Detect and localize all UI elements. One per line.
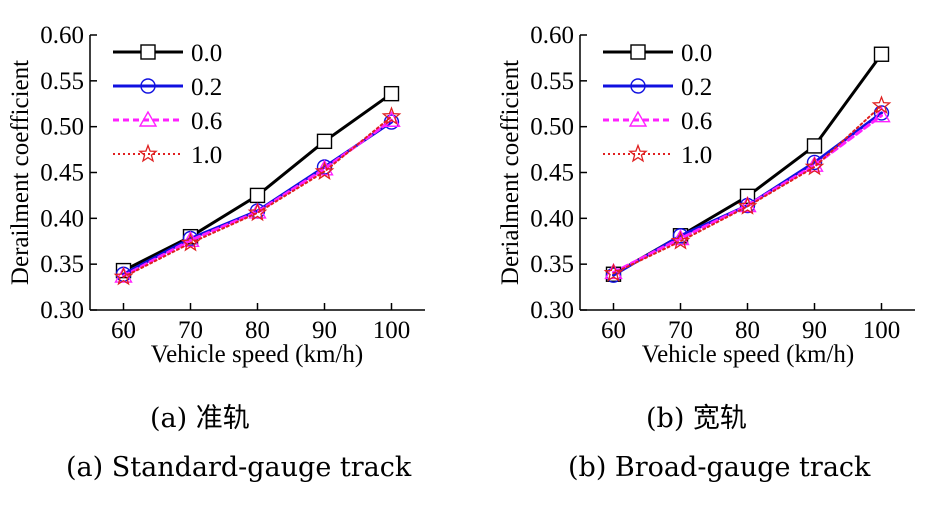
x-tick-label: 80 (735, 317, 760, 344)
data-point-1.0-80 (737, 196, 758, 215)
legend-marker-0.0 (140, 44, 156, 60)
y-tick-label: 0.45 (530, 160, 574, 187)
y-tick-label: 0.45 (40, 160, 84, 187)
y-tick-label: 0.55 (40, 68, 84, 95)
data-point-0.0-90 (316, 133, 333, 150)
x-tick-label: 70 (178, 317, 203, 344)
y-tick-label: 0.50 (40, 114, 84, 141)
data-point-0.6-80 (248, 202, 267, 219)
data-point-0.0-100 (873, 46, 890, 62)
x-tick-label: 90 (312, 317, 337, 344)
x-tick-label: 70 (668, 317, 693, 344)
legend-marker-1.0 (628, 143, 648, 163)
y-tick-label: 0.35 (40, 251, 84, 278)
data-point-0.0-80 (249, 187, 266, 204)
caption-a-english: (a) Standard-gauge track (66, 452, 412, 483)
chart-panel-b: 0.30 0.35 0.40 0.45 0.50 0.55 0.60 60 70 80 90 100 V… (497, 22, 915, 368)
data-point-1.0-70 (670, 230, 691, 250)
legend-label-0.2: 0.2 (681, 74, 712, 101)
y-axis-label: Derailment coefficient (7, 60, 34, 285)
legend-label-0.0: 0.0 (681, 40, 712, 67)
y-tick-label: 0.30 (530, 297, 574, 324)
data-point-0.6-100 (872, 106, 891, 123)
data-point-0.0-90 (806, 138, 823, 154)
data-point-0.0-100 (383, 85, 400, 102)
legend-marker-0.2 (140, 78, 156, 94)
caption-b-english: (b) Broad-gauge track (568, 452, 871, 483)
x-tick-label: 80 (245, 317, 270, 344)
legend-label-1.0: 1.0 (191, 142, 222, 169)
series-line-1.0 (612, 104, 883, 275)
legend-marker-0.6 (138, 110, 158, 127)
data-point-0.2-100 (873, 105, 890, 121)
legend-label-0.6: 0.6 (191, 108, 222, 135)
y-tick-label: 0.30 (40, 297, 84, 324)
y-tick-label: 0.40 (530, 205, 574, 232)
series-line-1.0 (122, 115, 393, 278)
legend-label-0.2: 0.2 (191, 74, 222, 101)
y-tick-label: 0.40 (40, 205, 84, 232)
x-axis-label: Vehicle speed (km/h) (151, 341, 363, 368)
x-tick-label: 100 (863, 317, 901, 344)
legend-label-1.0: 1.0 (681, 142, 712, 169)
data-point-1.0-100 (871, 95, 892, 114)
legend-label-0.0: 0.0 (191, 40, 222, 67)
y-tick-label: 0.60 (40, 22, 84, 49)
data-point-0.2-60 (605, 267, 622, 283)
y-tick-label: 0.50 (530, 114, 574, 141)
y-tick-label: 0.35 (530, 251, 574, 278)
legend-marker-0.2 (630, 78, 646, 94)
legend-marker-0.0 (630, 44, 646, 60)
data-point-1.0-90 (804, 156, 825, 176)
y-tick-label: 0.55 (530, 68, 574, 95)
x-axis-label: Vehicle speed (km/h) (642, 341, 854, 368)
legend-marker-1.0 (138, 143, 158, 163)
data-point-0.2-90 (806, 154, 823, 171)
x-tick-label: 60 (111, 317, 136, 344)
data-point-1.0-60 (603, 262, 624, 282)
x-tick-label: 100 (373, 317, 411, 344)
chart-panel-a: 0.30 0.35 0.40 0.45 0.50 0.55 0.60 60 70 80 90 100 V… (7, 22, 425, 368)
data-point-1.0-100 (381, 106, 402, 125)
y-axis-label: Derialment coefficient (497, 60, 524, 285)
data-point-1.0-80 (247, 202, 268, 222)
data-point-1.0-60 (113, 266, 134, 286)
caption-b-chinese: (b) 宽轨 (646, 403, 747, 434)
data-point-1.0-70 (180, 232, 201, 252)
data-point-1.0-90 (314, 161, 335, 180)
y-tick-label: 0.60 (530, 22, 574, 49)
caption-a-chinese: (a) 准轨 (150, 403, 250, 434)
legend-label-0.6: 0.6 (681, 108, 712, 135)
x-tick-label: 60 (601, 317, 626, 344)
x-tick-label: 90 (802, 317, 827, 344)
legend-marker-0.6 (628, 110, 648, 127)
